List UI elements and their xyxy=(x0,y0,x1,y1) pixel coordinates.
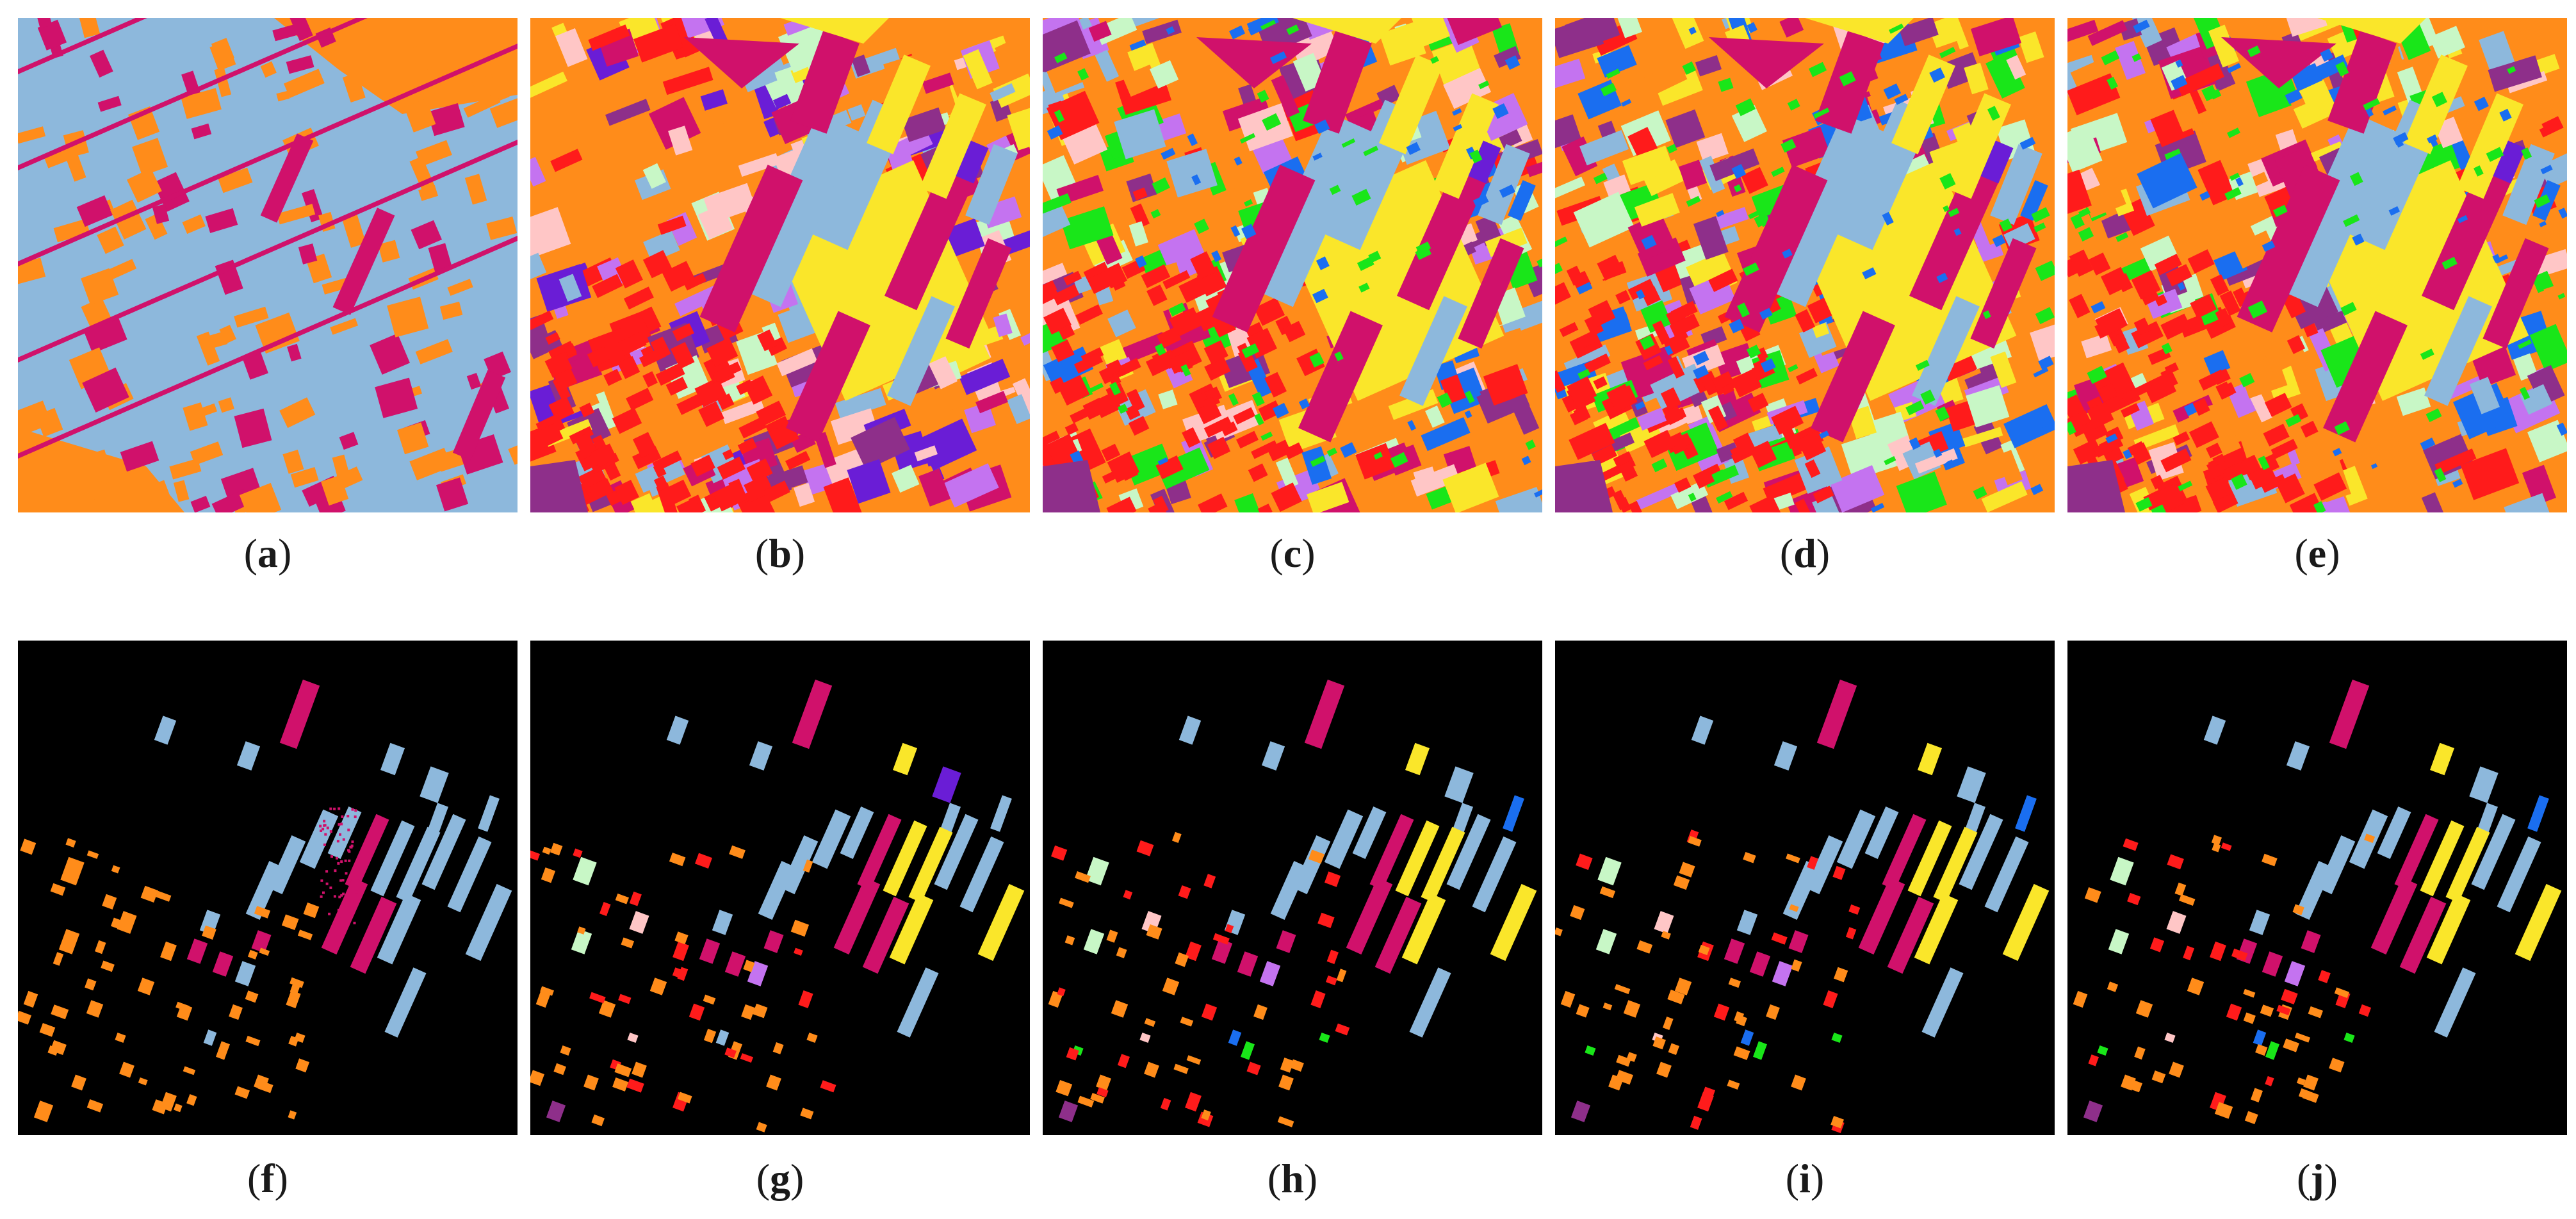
caption-f: (f) xyxy=(247,1156,288,1201)
panel-b-classification-map xyxy=(530,18,1030,512)
panel-i-ground-truth-map xyxy=(1555,641,2055,1135)
panel-g-ground-truth-map xyxy=(530,641,1030,1135)
panel-e-svg xyxy=(2067,18,2567,512)
panel-b-svg xyxy=(530,18,1030,512)
caption-a: (a) xyxy=(243,530,292,576)
panel-f-svg xyxy=(18,641,518,1135)
panel-a-classification-map xyxy=(18,18,518,512)
panel-a-svg xyxy=(18,18,518,512)
panel-d-classification-map xyxy=(1555,18,2055,512)
panel-f-ground-truth-map xyxy=(18,641,518,1135)
panel-c-classification-map xyxy=(1043,18,1542,512)
panel-h-ground-truth-map xyxy=(1043,641,1542,1135)
caption-c: (c) xyxy=(1269,530,1316,576)
panel-c-svg xyxy=(1043,18,1542,512)
caption-j: (j) xyxy=(2297,1156,2338,1201)
caption-h: (h) xyxy=(1267,1156,1318,1201)
panel-e-classification-map xyxy=(2067,18,2567,512)
caption-e: (e) xyxy=(2294,530,2340,576)
panel-h-svg xyxy=(1043,641,1542,1135)
panel-j-ground-truth-map xyxy=(2067,641,2567,1135)
caption-i: (i) xyxy=(1785,1156,1825,1201)
caption-g: (g) xyxy=(756,1156,804,1201)
panel-i-svg xyxy=(1555,641,2055,1135)
panel-g-svg xyxy=(530,641,1030,1135)
panel-j-svg xyxy=(2067,641,2567,1135)
panel-d-svg xyxy=(1555,18,2055,512)
caption-b: (b) xyxy=(754,530,806,576)
caption-d: (d) xyxy=(1779,530,1830,576)
